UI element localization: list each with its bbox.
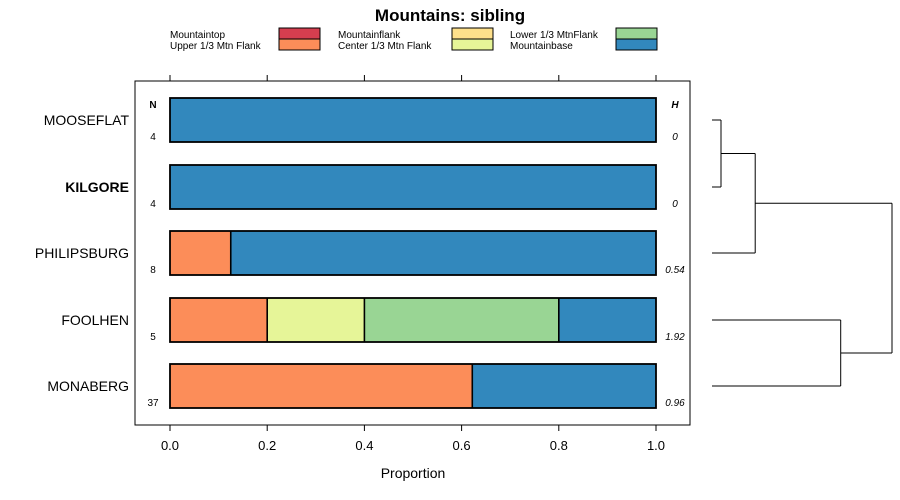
bar-outline-mooseflat [169,97,657,143]
legend-swatch-lower-1-3-mtnflank [615,27,658,40]
category-label-mooseflat: MOOSEFLAT [44,112,130,128]
h-labels: 0 0 0.54 1.92 0.96 [665,132,685,409]
x-axis: 0.0 0.2 0.4 0.6 0.8 1.0 [161,425,665,453]
category-label-philipsburg: PHILIPSBURG [35,245,129,261]
bar-segment-foolhen-lower-1-3-mtnflank [364,298,559,342]
h-label-kilgore: 0 [672,199,678,210]
x-tick-label: 0.0 [161,438,179,453]
n-column-header: N [149,100,156,111]
bar-outline-monaberg [169,363,657,409]
dendrogram-merge-2 [712,319,842,387]
n-label-kilgore: 4 [150,199,156,210]
top-axis-ticks [169,75,657,81]
x-tick-label: 0.6 [453,438,471,453]
legend-label-mountainbase: Mountainbase [510,41,573,52]
category-labels: MOOSEFLAT KILGORE PHILIPSBURG FOOLHEN MONABE… [35,112,130,394]
legend-swatch-mountaintop [278,27,321,40]
bar-row-kilgore [169,164,657,210]
bar-segment-kilgore-mountainbase [170,165,656,209]
bar-row-monaberg [169,363,657,409]
dendrogram-merge-1 [712,153,756,254]
x-tick-label: 0.2 [258,438,276,453]
category-label-monaberg: MONABERG [47,378,129,394]
n-label-foolhen: 5 [150,332,156,343]
legend-label-mountaintop: Mountaintop [170,30,225,41]
legend-swatch-mountainflank [451,27,494,40]
h-label-foolhen: 1.92 [665,332,685,343]
legend-label-lower-1-3-mtnflank: Lower 1/3 MtnFlank [510,30,599,41]
category-label-kilgore: KILGORE [65,179,129,195]
bar-row-mooseflat [169,97,657,143]
n-label-philipsburg: 8 [150,265,156,276]
bar-row-foolhen [169,297,657,343]
bar-segment-monaberg-upper-1-3-mtn-flank [170,364,473,408]
bar-segment-foolhen-center-1-3-mtn-flank [267,298,365,342]
n-label-mooseflat: 4 [150,132,156,143]
bar-segment-philipsburg-upper-1-3-mtn-flank [170,231,231,275]
h-label-philipsburg: 0.54 [665,265,685,276]
n-label-monaberg: 37 [147,398,159,409]
x-tick-label: 0.4 [355,438,373,453]
bar-row-philipsburg [169,230,657,276]
bar-outline-kilgore [169,164,657,210]
legend-swatch-mountainbase [615,38,658,51]
x-tick-label: 0.8 [550,438,568,453]
legend-label-mountainflank: Mountainflank [338,30,401,41]
legend-swatch-center-1-3-mtn-flank [451,38,494,51]
bar-outline-foolhen [169,297,657,343]
h-column-header: H [671,100,679,111]
bar-segment-foolhen-mountainbase [558,298,656,342]
n-labels: 4 4 8 5 37 [147,132,159,409]
plot-frame [134,80,691,426]
x-tick-label: 1.0 [647,438,665,453]
h-label-mooseflat: 0 [672,132,678,143]
category-label-foolhen: FOOLHEN [61,312,129,328]
legend-label-center-1-3-mtn-flank: Center 1/3 Mtn Flank [338,41,432,52]
x-axis-label: Proportion [381,465,446,481]
dendrogram-merge-3 [755,202,893,354]
bar-segment-mooseflat-mountainbase [170,98,656,142]
bar-rows [169,97,657,409]
bar-outline-philipsburg [169,230,657,276]
legend-label-upper-1-3-mtn-flank: Upper 1/3 Mtn Flank [170,41,262,52]
bar-segment-foolhen-upper-1-3-mtn-flank [170,298,268,342]
legend-swatch-upper-1-3-mtn-flank [278,38,321,51]
dendrogram [712,119,893,387]
h-label-monaberg: 0.96 [665,398,685,409]
bar-segment-philipsburg-mountainbase [230,231,656,275]
dendrogram-merge-0 [712,119,722,188]
bar-segment-monaberg-mountainbase [472,364,656,408]
chart-title: Mountains: sibling [375,6,525,25]
